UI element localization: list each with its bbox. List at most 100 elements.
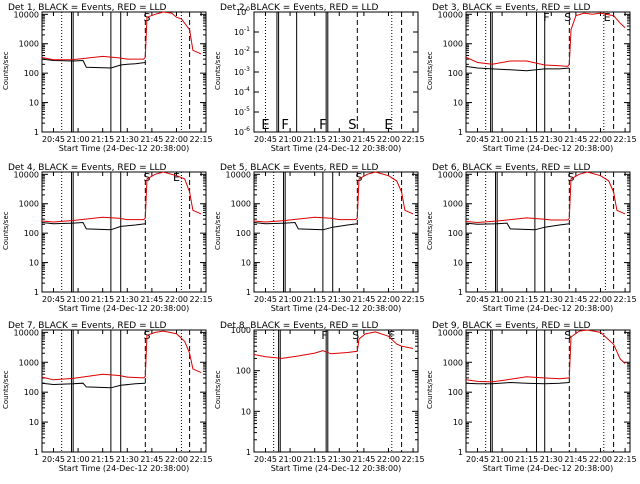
det8-y-tick-label: 1000 [231,326,251,335]
det1-x-tick-label: 21:30 [116,135,139,144]
det3-flag-F: F [543,11,549,24]
det6-x-tick-label: 22:15 [614,295,637,304]
det2-x-tick-label: 21:30 [328,135,351,144]
det4-flag-E: E [173,171,180,184]
det2-y-tick-label: 10-2 [234,46,250,57]
det4-x-tick-label: 22:00 [165,295,188,304]
det3-y-tick-label: 1 [458,128,463,137]
det8-flag-E: E [388,329,395,342]
det9-x-axis-label: Start Time (24-Dec-12 20:38:00) [483,464,614,473]
det9-x-tick-label: 21:15 [515,455,538,464]
det7-y-tick-label: 10 [29,418,39,427]
det2-flag-F: F [281,118,288,133]
det9-y-tick-label: 100 [448,388,463,397]
det7-x-tick-label: 22:15 [190,455,213,464]
det6-title: Det 6, BLACK = Events, RED = LLD [432,163,591,173]
det4-x-tick-label: 20:45 [42,295,65,304]
det3-series-events [465,65,570,72]
det1-x-tick-label: 21:00 [67,135,90,144]
det7-series-events [41,382,146,389]
det2-flag-F: F [319,118,326,133]
det4-y-tick-label: 10000 [14,170,39,179]
det6-x-tick-label: 20:45 [466,295,489,304]
det5-x-tick-label: 21:30 [328,295,351,304]
det7-x-tick-label: 22:00 [165,455,188,464]
det3-y-tick-label: 100 [448,69,463,78]
det1-x-tick-label: 22:00 [165,135,188,144]
det9-x-tick-label: 21:45 [564,455,587,464]
det1-y-axis-label: Counts/sec [2,51,10,90]
det9-x-tick-label: 21:00 [491,455,514,464]
det8-x-tick-label: 22:00 [377,455,400,464]
det9-x-tick-label: 22:00 [589,455,612,464]
det2-x-tick-label: 22:00 [377,135,400,144]
det9-plot-frame [465,329,631,453]
det5-plot-frame [253,171,419,293]
det8-flag-S: S [352,329,359,342]
det8-x-tick-label: 22:15 [402,455,425,464]
det3-x-tick-label: 21:45 [564,135,587,144]
det5-x-tick-label: 21:00 [279,295,302,304]
det6-series-lld [465,171,626,224]
det2-y-tick-label: 10-1 [234,26,250,37]
det4-x-tick-label: 22:15 [190,295,213,304]
det6-y-axis-label: Counts/sec [426,211,434,250]
det9-y-axis-label: Counts/sec [426,370,434,409]
det6-y-tick-label: 100 [448,229,463,238]
det7-y-tick-label: 10000 [14,328,39,337]
det4-title: Det 4, BLACK = Events, RED = LLD [8,163,167,173]
det3-y-tick-label: 1000 [443,40,463,49]
det7-x-tick-label: 21:30 [116,455,139,464]
det7-series-lld [41,330,202,381]
det8-flag-F: F [321,329,327,342]
det9-y-tick-label: 10 [453,418,463,427]
det9-x-tick-label: 22:15 [614,455,637,464]
det8-x-axis-label: Start Time (24-Dec-12 20:38:00) [271,464,402,473]
det5-y-tick-label: 1 [246,288,251,297]
det5-x-axis-label: Start Time (24-Dec-12 20:38:00) [271,304,402,313]
det3-title: Det 3, BLACK = Events, RED = LLD [432,3,591,13]
det7-y-tick-label: 100 [24,388,39,397]
det9-flag-S: S [564,329,571,342]
det3-x-tick-label: 21:00 [491,135,514,144]
det3-x-tick-label: 21:15 [515,135,538,144]
det9-x-tick-label: 20:45 [466,455,489,464]
det1-x-tick-label: 21:45 [140,135,163,144]
det3-flag-S: S [564,11,571,24]
det4-plot-frame [41,171,207,293]
det3-y-tick-label: 10000 [438,10,463,19]
det3-x-tick-label: 22:00 [589,135,612,144]
det4-x-tick-label: 21:30 [116,295,139,304]
det4-x-tick-label: 21:45 [140,295,163,304]
det2-x-tick-label: 22:15 [402,135,425,144]
det6-x-axis-label: Start Time (24-Dec-12 20:38:00) [483,304,614,313]
det5-flag-S: S [355,171,362,184]
det5-series-events [253,221,358,231]
det5-y-tick-label: 10000 [226,170,251,179]
det2-x-tick-label: 21:45 [352,135,375,144]
det1-y-tick-label: 1 [34,128,39,137]
det8-x-tick-label: 20:45 [254,455,277,464]
det2-y-tick-label: 10-3 [234,66,250,77]
det8-y-tick-label: 100 [236,367,251,376]
det5-x-tick-label: 21:45 [352,295,375,304]
det6-x-tick-label: 21:00 [491,295,514,304]
det5-x-tick-label: 22:00 [377,295,400,304]
det3-x-axis-label: Start Time (24-Dec-12 20:38:00) [483,144,614,153]
det1-x-tick-label: 22:15 [190,135,213,144]
det9-series-events [465,381,570,385]
det7-y-axis-label: Counts/sec [2,370,10,409]
det5-y-tick-label: 1000 [231,200,251,209]
det4-series-events [41,221,146,231]
det2-flag-E: E [384,118,392,133]
det6-y-tick-label: 10000 [438,170,463,179]
det2-flag-E: E [261,118,269,133]
det7-x-tick-label: 20:45 [42,455,65,464]
det4-y-tick-label: 1000 [19,200,39,209]
det6-flag-S: S [567,171,574,184]
det7-plot-frame [41,329,207,453]
det6-x-tick-label: 21:45 [564,295,587,304]
det5-x-tick-label: 22:15 [402,295,425,304]
det5-x-tick-label: 21:15 [303,295,326,304]
